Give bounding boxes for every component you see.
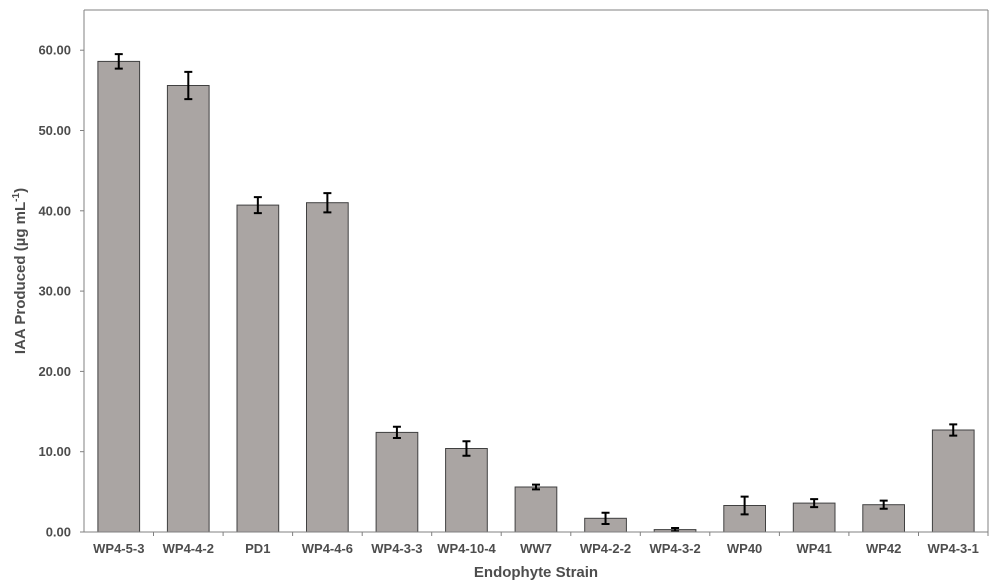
error-bar-wp4-4-6 (323, 192, 332, 214)
y-axis-title-close: ) (12, 188, 29, 193)
x-tick-label: WP4-5-3 (93, 541, 144, 556)
y-axis-title-superscript: -1 (11, 192, 22, 201)
x-tick-labels: WP4-5-3 WP4-4-2 PD1 WP4-4-6 WP4-3-3 WP4-10-4 W… (93, 532, 989, 556)
bar-ww7 (514, 486, 558, 533)
bar-wp4-4-6 (306, 202, 349, 533)
error-bar-wp4-3-1 (949, 423, 958, 437)
y-tick-labels: 0.00 10.00 20.00 30.00 40.00 50.00 60.00 (38, 43, 84, 540)
x-tick-label: WP40 (727, 541, 762, 556)
x-tick-label: WP41 (796, 541, 831, 556)
y-axis-title-main: IAA Produced (µg mL (12, 202, 29, 354)
x-tick-label: WP4-4-6 (302, 541, 353, 556)
x-tick-label: WP4-4-2 (163, 541, 214, 556)
error-bar-wp4-3-3 (392, 425, 401, 440)
y-axis-title: IAA Produced (µg mL-1) (11, 188, 29, 354)
y-tick-label: 60.00 (38, 43, 71, 58)
error-bar-wp40 (740, 495, 749, 516)
error-bar-ww7 (532, 483, 540, 491)
y-tick-label: 20.00 (38, 364, 71, 379)
error-bars-group (114, 53, 958, 533)
error-bar-wp4-2-2 (601, 511, 610, 525)
y-tick-label: 10.00 (38, 444, 71, 459)
y-tick-label: 40.00 (38, 203, 71, 218)
error-bar-pd1 (253, 196, 262, 215)
error-bar-wp41 (810, 498, 819, 509)
axes-group (83, 9, 989, 533)
error-bar-wp4-4-2 (184, 70, 193, 101)
error-bar-wp42 (879, 499, 888, 510)
y-tick-label: 30.00 (38, 284, 71, 299)
bar-wp4-3-1 (931, 429, 975, 533)
bar-wp4-10-4 (445, 448, 488, 533)
x-axis-title: Endophyte Strain (474, 564, 598, 581)
x-tick-label: WP4-3-3 (371, 541, 422, 556)
error-bar-wp4-3-2 (671, 526, 680, 533)
error-bar-wp4-10-4 (462, 440, 471, 457)
bar-wp4-5-3 (97, 60, 141, 533)
error-bar-wp4-5-3 (114, 53, 123, 70)
x-tick-label: WW7 (520, 541, 552, 556)
bar-wp4-3-3 (375, 431, 419, 533)
bar-pd1 (236, 204, 280, 533)
x-tick-label: WP42 (866, 541, 901, 556)
x-tick-label: WP4-2-2 (580, 541, 631, 556)
y-tick-label: 0.00 (46, 525, 71, 540)
x-tick-label: PD1 (245, 541, 270, 556)
x-tick-label: WP4-10-4 (437, 541, 496, 556)
y-tick-label: 50.00 (38, 123, 71, 138)
bar-wp4-4-2 (166, 85, 210, 533)
x-tick-label: WP4-3-2 (649, 541, 700, 556)
bars-group (97, 60, 975, 533)
x-tick-label: WP4-3-1 (928, 541, 979, 556)
